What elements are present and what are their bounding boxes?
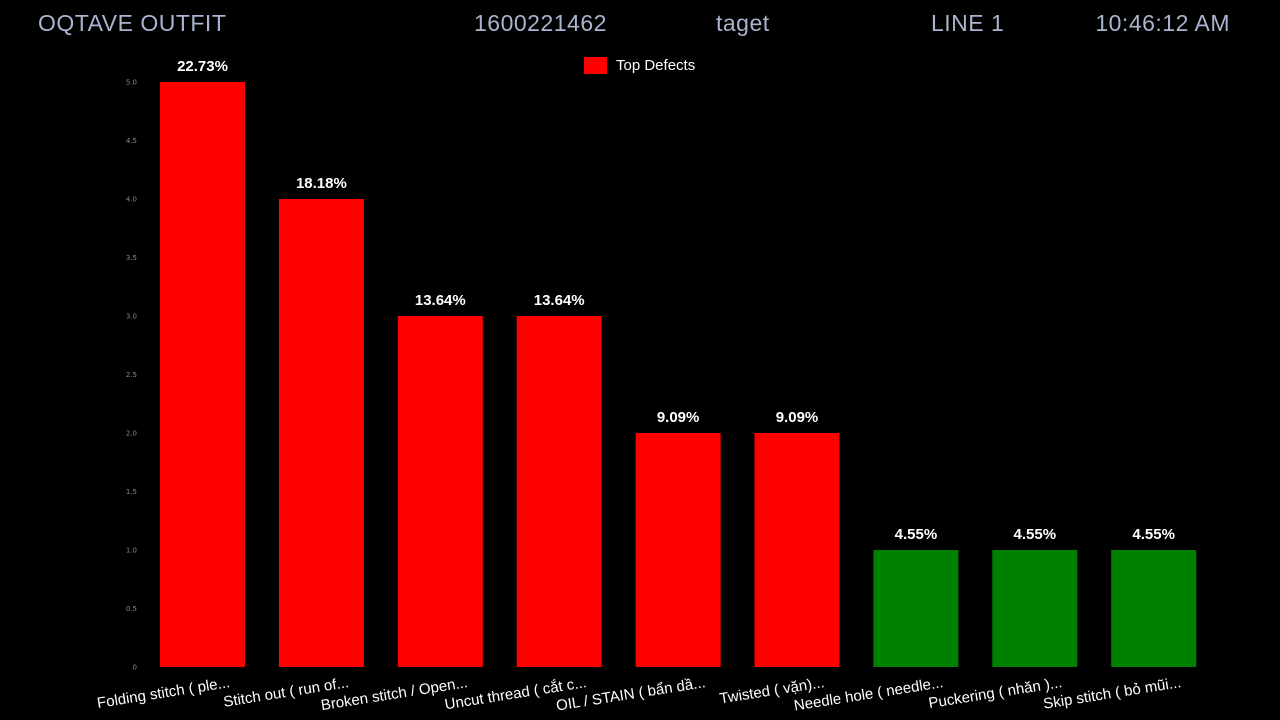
y-tick-label: 3.5: [126, 254, 137, 262]
y-tick-label: 1.5: [126, 488, 137, 496]
bar[interactable]: [873, 550, 959, 667]
bar-value-label: 4.55%: [1014, 526, 1057, 543]
y-axis: 0 0.5 1.0 1.5 2.0 2.5 3.0 3.5 4.0 4.5 5.0: [126, 79, 137, 672]
clock-time: 10:46:12 AM: [1095, 10, 1230, 36]
bars: 22.73% 18.18% 13.64% 13.64% 9.09% 9.09% 4.55% 4…: [160, 58, 1197, 667]
legend-swatch: [584, 57, 607, 74]
y-tick-label: 5.0: [126, 79, 137, 87]
x-category-label: Skip stitch ( bỏ mũi...: [1042, 674, 1182, 713]
bar-value-label: 9.09%: [776, 409, 819, 426]
bar[interactable]: [160, 82, 245, 667]
bar-value-label: 18.18%: [296, 175, 347, 192]
bar-value-label: 13.64%: [415, 292, 466, 309]
bar[interactable]: [992, 550, 1078, 667]
company-name: OQTAVE OUTFIT: [38, 10, 227, 36]
legend-label: Top Defects: [616, 57, 695, 74]
bar-value-label: 13.64%: [534, 292, 585, 309]
y-tick-label: 4.5: [126, 137, 137, 145]
bar-value-label: 22.73%: [177, 58, 228, 75]
bar[interactable]: [278, 199, 364, 667]
order-number: 1600221462: [474, 10, 607, 36]
bar-value-label: 4.55%: [895, 526, 938, 543]
legend: Top Defects: [584, 57, 695, 74]
y-tick-label: 1.0: [126, 547, 137, 555]
header-bar: OQTAVE OUTFIT 1600221462 taget LINE 1 10…: [0, 0, 1280, 48]
bar[interactable]: [397, 316, 483, 667]
y-tick-label: 0.5: [126, 605, 137, 613]
bar-value-label: 9.09%: [657, 409, 700, 426]
line-label: LINE 1: [931, 10, 1005, 36]
bar[interactable]: [1111, 550, 1197, 667]
y-tick-label: 4.0: [126, 196, 137, 204]
x-category-label: Folding stitch ( ple...: [96, 674, 231, 712]
y-tick-label: 0: [133, 664, 137, 672]
bar[interactable]: [635, 433, 721, 667]
bar-value-label: 4.55%: [1132, 526, 1175, 543]
y-tick-label: 3.0: [126, 313, 137, 321]
y-tick-label: 2.5: [126, 371, 137, 379]
x-axis-labels: Folding stitch ( ple...Stitch out ( run …: [96, 674, 1182, 714]
target-label: taget: [716, 10, 770, 36]
y-tick-label: 2.0: [126, 430, 137, 438]
bar[interactable]: [516, 316, 602, 667]
bar[interactable]: [754, 433, 840, 667]
top-defects-bar-chart: Top Defects 0 0.5 1.0 1.5 2.0 2.5 3.0 3.5 4.0 4.5…: [96, 57, 1197, 715]
